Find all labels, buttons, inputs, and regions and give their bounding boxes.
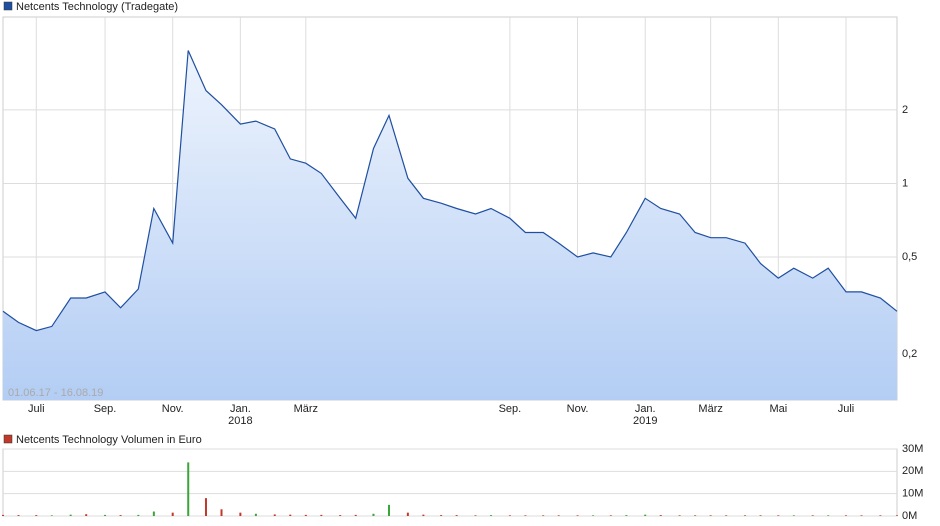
volume-bar [289,514,292,516]
volume-bar [254,513,257,516]
volume-bar [792,515,795,516]
volume-bar [69,514,72,516]
x-year-label: 2019 [633,415,657,427]
x-tick-label: März [294,403,318,415]
volume-bar [576,515,579,516]
volume-bar [85,514,88,516]
volume-bar [304,514,307,516]
y-tick-label: 10M [902,488,923,500]
volume-plot-frame [2,448,898,517]
legend-label: Netcents Technology Volumen in Euro [16,434,202,446]
volume-bar [339,515,342,516]
volume-bar [137,514,140,516]
volume-bar [171,512,174,516]
volume-bar [844,515,847,516]
volume-bar [455,515,458,516]
volume-bar [220,509,223,516]
volume-bar [744,515,747,516]
volume-bar [17,515,20,516]
y-tick-label: 0,2 [902,348,917,360]
volume-bar [678,515,681,516]
y-tick-label: 0M [902,510,917,522]
volume-bar [440,515,443,516]
volume-bar [557,515,560,516]
price-line [2,50,898,332]
volume-bar [524,515,527,516]
y-tick-label: 2 [902,104,908,116]
y-tick-label: 30M [902,443,923,455]
legend-swatch [3,1,13,11]
volume-bar [725,515,728,516]
legend-swatch [3,434,13,444]
x-tick-label: Nov. [162,403,184,415]
volume-bar [2,514,4,516]
x-tick-label: März [698,403,722,415]
volume-bar [104,514,107,516]
y-tick-label: 20M [902,465,923,477]
x-tick-label: Nov. [567,403,589,415]
date-range-annotation: 01.06.17 - 16.08.19 [8,387,103,399]
volume-bar [811,515,814,516]
area-fill [3,50,897,400]
volume-bar [490,515,493,516]
volume-bar [694,515,697,516]
volume-bar [387,504,390,516]
volume-bar [644,514,647,516]
volume-bar [239,512,242,516]
x-tick-label: Sep. [499,403,522,415]
volume-bar [119,515,122,516]
volume-bar [204,498,207,516]
volume-bar [542,515,545,516]
x-tick-label: Jan. [230,403,251,415]
volume-bar [860,515,863,516]
volume-bar [35,515,38,516]
volume-bar [609,515,612,516]
volume-bar [659,515,662,516]
volume-bar [625,515,628,516]
volume-bar [474,515,477,516]
volume-bar [320,514,323,516]
y-tick-label: 0,5 [902,251,917,263]
x-tick-label: Jan. [635,403,656,415]
volume-bar [152,511,155,516]
legend-label: Netcents Technology (Tradegate) [16,1,178,13]
x-year-label: 2018 [228,415,252,427]
x-tick-label: Juli [838,403,855,415]
x-tick-label: Sep. [94,403,117,415]
y-tick-label: 1 [902,177,908,189]
volume-bar [273,514,276,516]
volume-bar [372,513,375,516]
volume-bar [406,512,409,516]
volume-bar [827,515,830,516]
volume-bar [354,514,357,516]
volume-bar [592,515,595,516]
volume-bar [508,515,511,516]
volume-bar [879,515,882,516]
volume-bar [422,514,425,516]
volume-bar [709,515,712,516]
volume-bar [187,462,190,516]
volume-bar [50,515,53,516]
volume-bar [759,515,762,516]
x-tick-label: Mai [769,403,787,415]
volume-bar [896,515,898,516]
x-tick-label: Juli [28,403,45,415]
volume-bar [777,515,780,516]
